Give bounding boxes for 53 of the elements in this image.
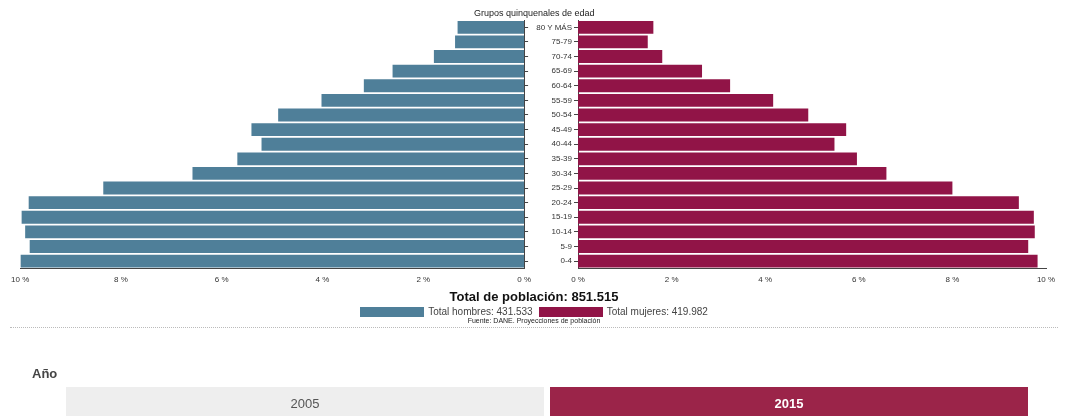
y-tick-label: 45-49 — [551, 124, 573, 134]
x-tick-label: 6 % — [214, 275, 229, 285]
bar — [578, 240, 1029, 253]
y-tick-label: 30-34 — [551, 168, 573, 178]
x-tick-label: 4 % — [315, 275, 330, 285]
bar — [578, 254, 1038, 268]
bar — [578, 93, 774, 107]
bar — [433, 50, 525, 63]
bar — [578, 196, 1019, 210]
y-tick-label: 40-44 — [551, 139, 573, 149]
x-tick-label: 10 % — [1036, 275, 1056, 285]
bar — [28, 196, 525, 210]
bar — [278, 108, 525, 122]
y-tick-label: 35-39 — [551, 154, 573, 164]
bar — [251, 123, 525, 137]
x-tick-label: 8 % — [945, 275, 960, 285]
category-label: 2015 — [550, 387, 1028, 416]
y-tick-label: 10-14 — [551, 227, 573, 237]
x-tick-label: 6 % — [851, 275, 866, 285]
x-tick-label: 4 % — [758, 275, 773, 285]
x-tick-label: 0 % — [571, 275, 585, 285]
x-tick-label: 0 % — [517, 275, 532, 285]
x-tick-label: 10 % — [11, 275, 30, 285]
y-tick-label: 65-69 — [551, 66, 573, 76]
x-tick-label: 2 % — [664, 275, 679, 285]
text: Año — [32, 366, 59, 381]
y-tick-label: 25-29 — [551, 183, 573, 193]
y-tick-label: 55-59 — [551, 95, 573, 105]
text: Total de población: 851.515 — [448, 289, 620, 304]
bar — [578, 108, 809, 122]
bar — [103, 181, 525, 195]
y-tick-label: 15-19 — [551, 212, 573, 222]
bar — [321, 93, 525, 107]
y-tick-label: 60-64 — [551, 80, 573, 90]
y-tick-label: 20-24 — [551, 197, 573, 207]
x-tick-label: 8 % — [114, 275, 128, 285]
category-label: 2005 — [66, 387, 544, 416]
bar — [578, 181, 953, 195]
y-tick-label: 80 Y MÁS — [536, 22, 573, 32]
bar — [578, 50, 663, 63]
bar — [578, 123, 847, 137]
bar — [192, 166, 525, 180]
y-tick-label: 50-54 — [551, 110, 573, 120]
y-tick-label: 75-79 — [551, 37, 573, 47]
y-axis-title: Grupos quinquenales de edad — [474, 8, 595, 18]
y-tick-label: 0-4 — [560, 256, 573, 266]
y-tick-label: 70-74 — [551, 51, 573, 61]
x-tick-label: 2 % — [416, 275, 431, 285]
bar — [578, 166, 887, 180]
y-tick-label: 5-9 — [560, 241, 573, 251]
text: Total mujeres: 419.982 — [606, 306, 708, 317]
text: Total hombres: 431.533 — [428, 306, 533, 317]
bar — [29, 240, 525, 253]
